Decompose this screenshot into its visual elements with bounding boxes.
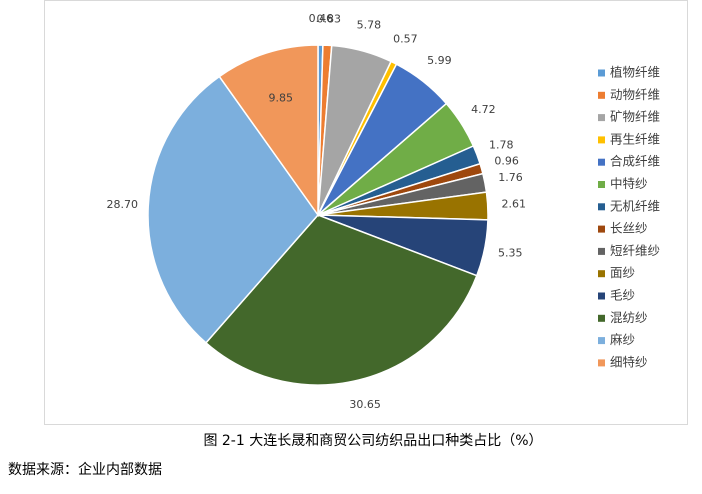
- legend-label: 中特纱: [610, 176, 648, 191]
- data-label: 0.83: [317, 12, 342, 25]
- pie-slice: [218, 44, 319, 218]
- legend-swatch: [598, 337, 605, 345]
- data-label: 1.76: [498, 171, 523, 184]
- data-label: 5.35: [498, 246, 523, 259]
- data-label: 4.72: [471, 103, 496, 116]
- legend-label: 短纤维纱: [610, 243, 660, 258]
- data-label: 5.78: [357, 19, 382, 32]
- legend-swatch: [598, 181, 605, 188]
- legend-swatch: [598, 359, 605, 367]
- legend-label: 长丝纱: [610, 221, 648, 236]
- data-label: 2.61: [501, 198, 526, 211]
- legend-label: 混纺纱: [610, 310, 648, 325]
- data-label: 9.85: [268, 91, 293, 104]
- legend-swatch: [598, 203, 605, 211]
- legend-label: 细特纱: [610, 354, 648, 369]
- data-label: 0.96: [494, 155, 519, 168]
- chart-caption: 图 2-1 大连长晟和商贸公司纺织品出口种类占比（%）: [203, 433, 542, 449]
- legend-swatch: [598, 247, 605, 255]
- legend-label: 面纱: [610, 265, 635, 280]
- legend-label: 合成纤维: [610, 154, 660, 169]
- legend-swatch: [598, 136, 605, 144]
- data-label: 5.99: [427, 54, 452, 67]
- legend-swatch: [598, 225, 605, 233]
- data-label: 0.46: [309, 12, 334, 25]
- source-note: 数据来源：企业内部数据: [8, 461, 162, 478]
- data-label: 28.70: [106, 198, 138, 211]
- legend-swatch: [598, 158, 605, 166]
- data-label: 1.78: [489, 139, 514, 152]
- data-label: 30.65: [349, 398, 381, 411]
- legend-swatch: [598, 114, 605, 122]
- legend-swatch: [598, 292, 605, 300]
- legend-swatch: [598, 91, 605, 99]
- legend-label: 麻纱: [610, 332, 635, 347]
- legend-swatch: [598, 270, 605, 278]
- legend-label: 无机纤维: [610, 198, 660, 213]
- legend-label: 植物纤维: [610, 65, 660, 80]
- legend-label: 矿物纤维: [610, 109, 660, 124]
- data-label: 0.57: [393, 33, 418, 46]
- legend-label: 动物纤维: [610, 87, 660, 102]
- legend-swatch: [598, 69, 605, 77]
- pie-slice: [204, 214, 478, 386]
- legend-label: 再生纤维: [610, 131, 660, 146]
- legend-label: 毛纱: [610, 288, 635, 303]
- legend-swatch: [598, 314, 605, 322]
- pie-slice: [147, 75, 319, 344]
